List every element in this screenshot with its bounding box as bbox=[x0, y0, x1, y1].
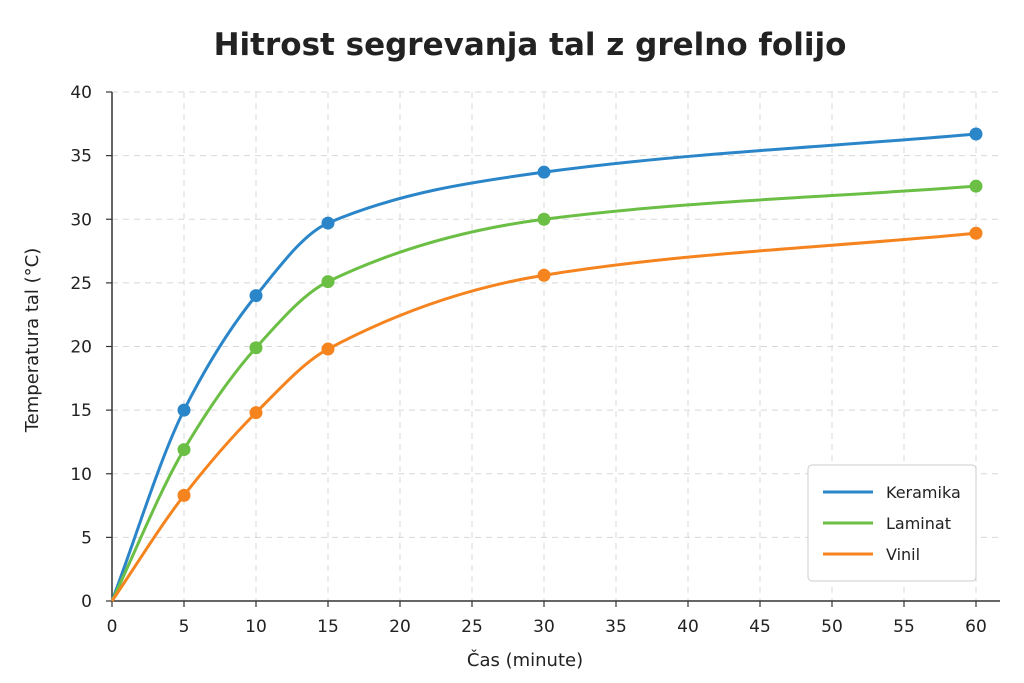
data-point bbox=[249, 289, 263, 303]
data-point bbox=[249, 406, 263, 420]
series-laminat bbox=[110, 179, 983, 602]
chart-title: Hitrost segrevanja tal z grelno folijo bbox=[214, 27, 847, 63]
y-tick-label: 20 bbox=[70, 338, 92, 358]
legend-label: Keramika bbox=[886, 483, 961, 502]
x-tick-label: 20 bbox=[389, 617, 411, 637]
y-tick-label: 25 bbox=[70, 274, 92, 294]
data-point bbox=[969, 127, 983, 141]
data-point bbox=[537, 165, 551, 179]
series-keramika bbox=[110, 127, 983, 602]
x-tick-label: 0 bbox=[107, 617, 118, 637]
y-tick-label: 15 bbox=[70, 401, 92, 421]
y-axis-ticks: 0 5 10 15 20 25 30 35 40 bbox=[70, 83, 112, 612]
data-point bbox=[321, 216, 335, 230]
legend: Keramika Laminat Vinil bbox=[807, 464, 977, 582]
data-point bbox=[249, 341, 263, 355]
legend-label: Vinil bbox=[886, 545, 920, 564]
data-point bbox=[969, 226, 983, 240]
data-point bbox=[537, 212, 551, 226]
grid bbox=[112, 91, 1000, 601]
x-tick-label: 60 bbox=[965, 617, 987, 637]
series bbox=[110, 127, 983, 602]
series-vinil bbox=[110, 226, 983, 602]
y-tick-label: 40 bbox=[70, 83, 92, 103]
x-tick-label: 10 bbox=[245, 617, 267, 637]
y-tick-label: 35 bbox=[70, 147, 92, 167]
data-point bbox=[177, 403, 191, 417]
x-tick-label: 55 bbox=[893, 617, 915, 637]
y-axis-label: Temperatura tal (°C) bbox=[22, 248, 43, 434]
y-tick-label: 0 bbox=[81, 592, 92, 612]
x-tick-label: 30 bbox=[533, 617, 555, 637]
x-tick-label: 15 bbox=[317, 617, 339, 637]
data-point bbox=[321, 275, 335, 289]
x-tick-label: 50 bbox=[821, 617, 843, 637]
x-axis-ticks: 0 5 10 15 20 25 30 35 40 45 50 55 60 bbox=[107, 601, 987, 637]
data-point bbox=[537, 268, 551, 282]
data-point bbox=[177, 488, 191, 502]
x-tick-label: 45 bbox=[749, 617, 771, 637]
x-axis-label: Čas (minute) bbox=[467, 649, 583, 671]
x-tick-label: 25 bbox=[461, 617, 483, 637]
y-tick-label: 10 bbox=[70, 465, 92, 485]
data-point bbox=[321, 342, 335, 356]
x-tick-label: 40 bbox=[677, 617, 699, 637]
y-tick-label: 30 bbox=[70, 210, 92, 230]
x-tick-label: 5 bbox=[179, 617, 190, 637]
series-line bbox=[110, 132, 977, 602]
legend-label: Laminat bbox=[886, 514, 951, 533]
x-tick-label: 35 bbox=[605, 617, 627, 637]
y-tick-label: 5 bbox=[81, 528, 92, 548]
data-point bbox=[177, 443, 191, 457]
legend-box bbox=[807, 464, 977, 582]
data-point bbox=[969, 179, 983, 193]
